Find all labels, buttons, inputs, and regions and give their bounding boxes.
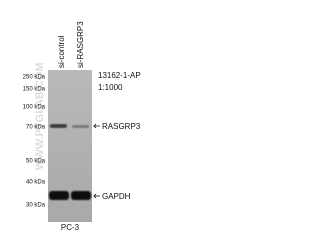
- marker-label: 30 kDa: [26, 203, 46, 209]
- marker-label: 40 kDa: [26, 180, 46, 186]
- marker-label: 100 kDa: [23, 105, 46, 111]
- marker-label: 70 kDa: [26, 125, 46, 131]
- marker-label: 250 kDa: [23, 75, 46, 81]
- blot-figure: WWW.PTGLAB.COM si-control si-RASGRP3 131…: [23, 21, 141, 232]
- antibody-dilution: 1:1000: [98, 83, 123, 92]
- watermark: WWW.PTGLAB.COM: [34, 62, 46, 170]
- band-label: RASGRP3: [102, 122, 141, 131]
- lane-label: si-control: [57, 35, 66, 68]
- arrow: [93, 193, 100, 199]
- band: [71, 191, 91, 200]
- marker-label: 150 kDa: [23, 87, 46, 93]
- antibody-catalog: 13162-1-AP: [98, 71, 141, 80]
- band: [49, 191, 69, 200]
- band-label: GAPDH: [102, 192, 131, 201]
- marker-label: 50 kDa: [26, 159, 46, 165]
- lane-label: si-RASGRP3: [76, 21, 85, 68]
- band: [72, 125, 89, 128]
- arrow: [93, 123, 100, 129]
- band: [50, 124, 67, 128]
- cell-line-label: PC-3: [61, 223, 80, 232]
